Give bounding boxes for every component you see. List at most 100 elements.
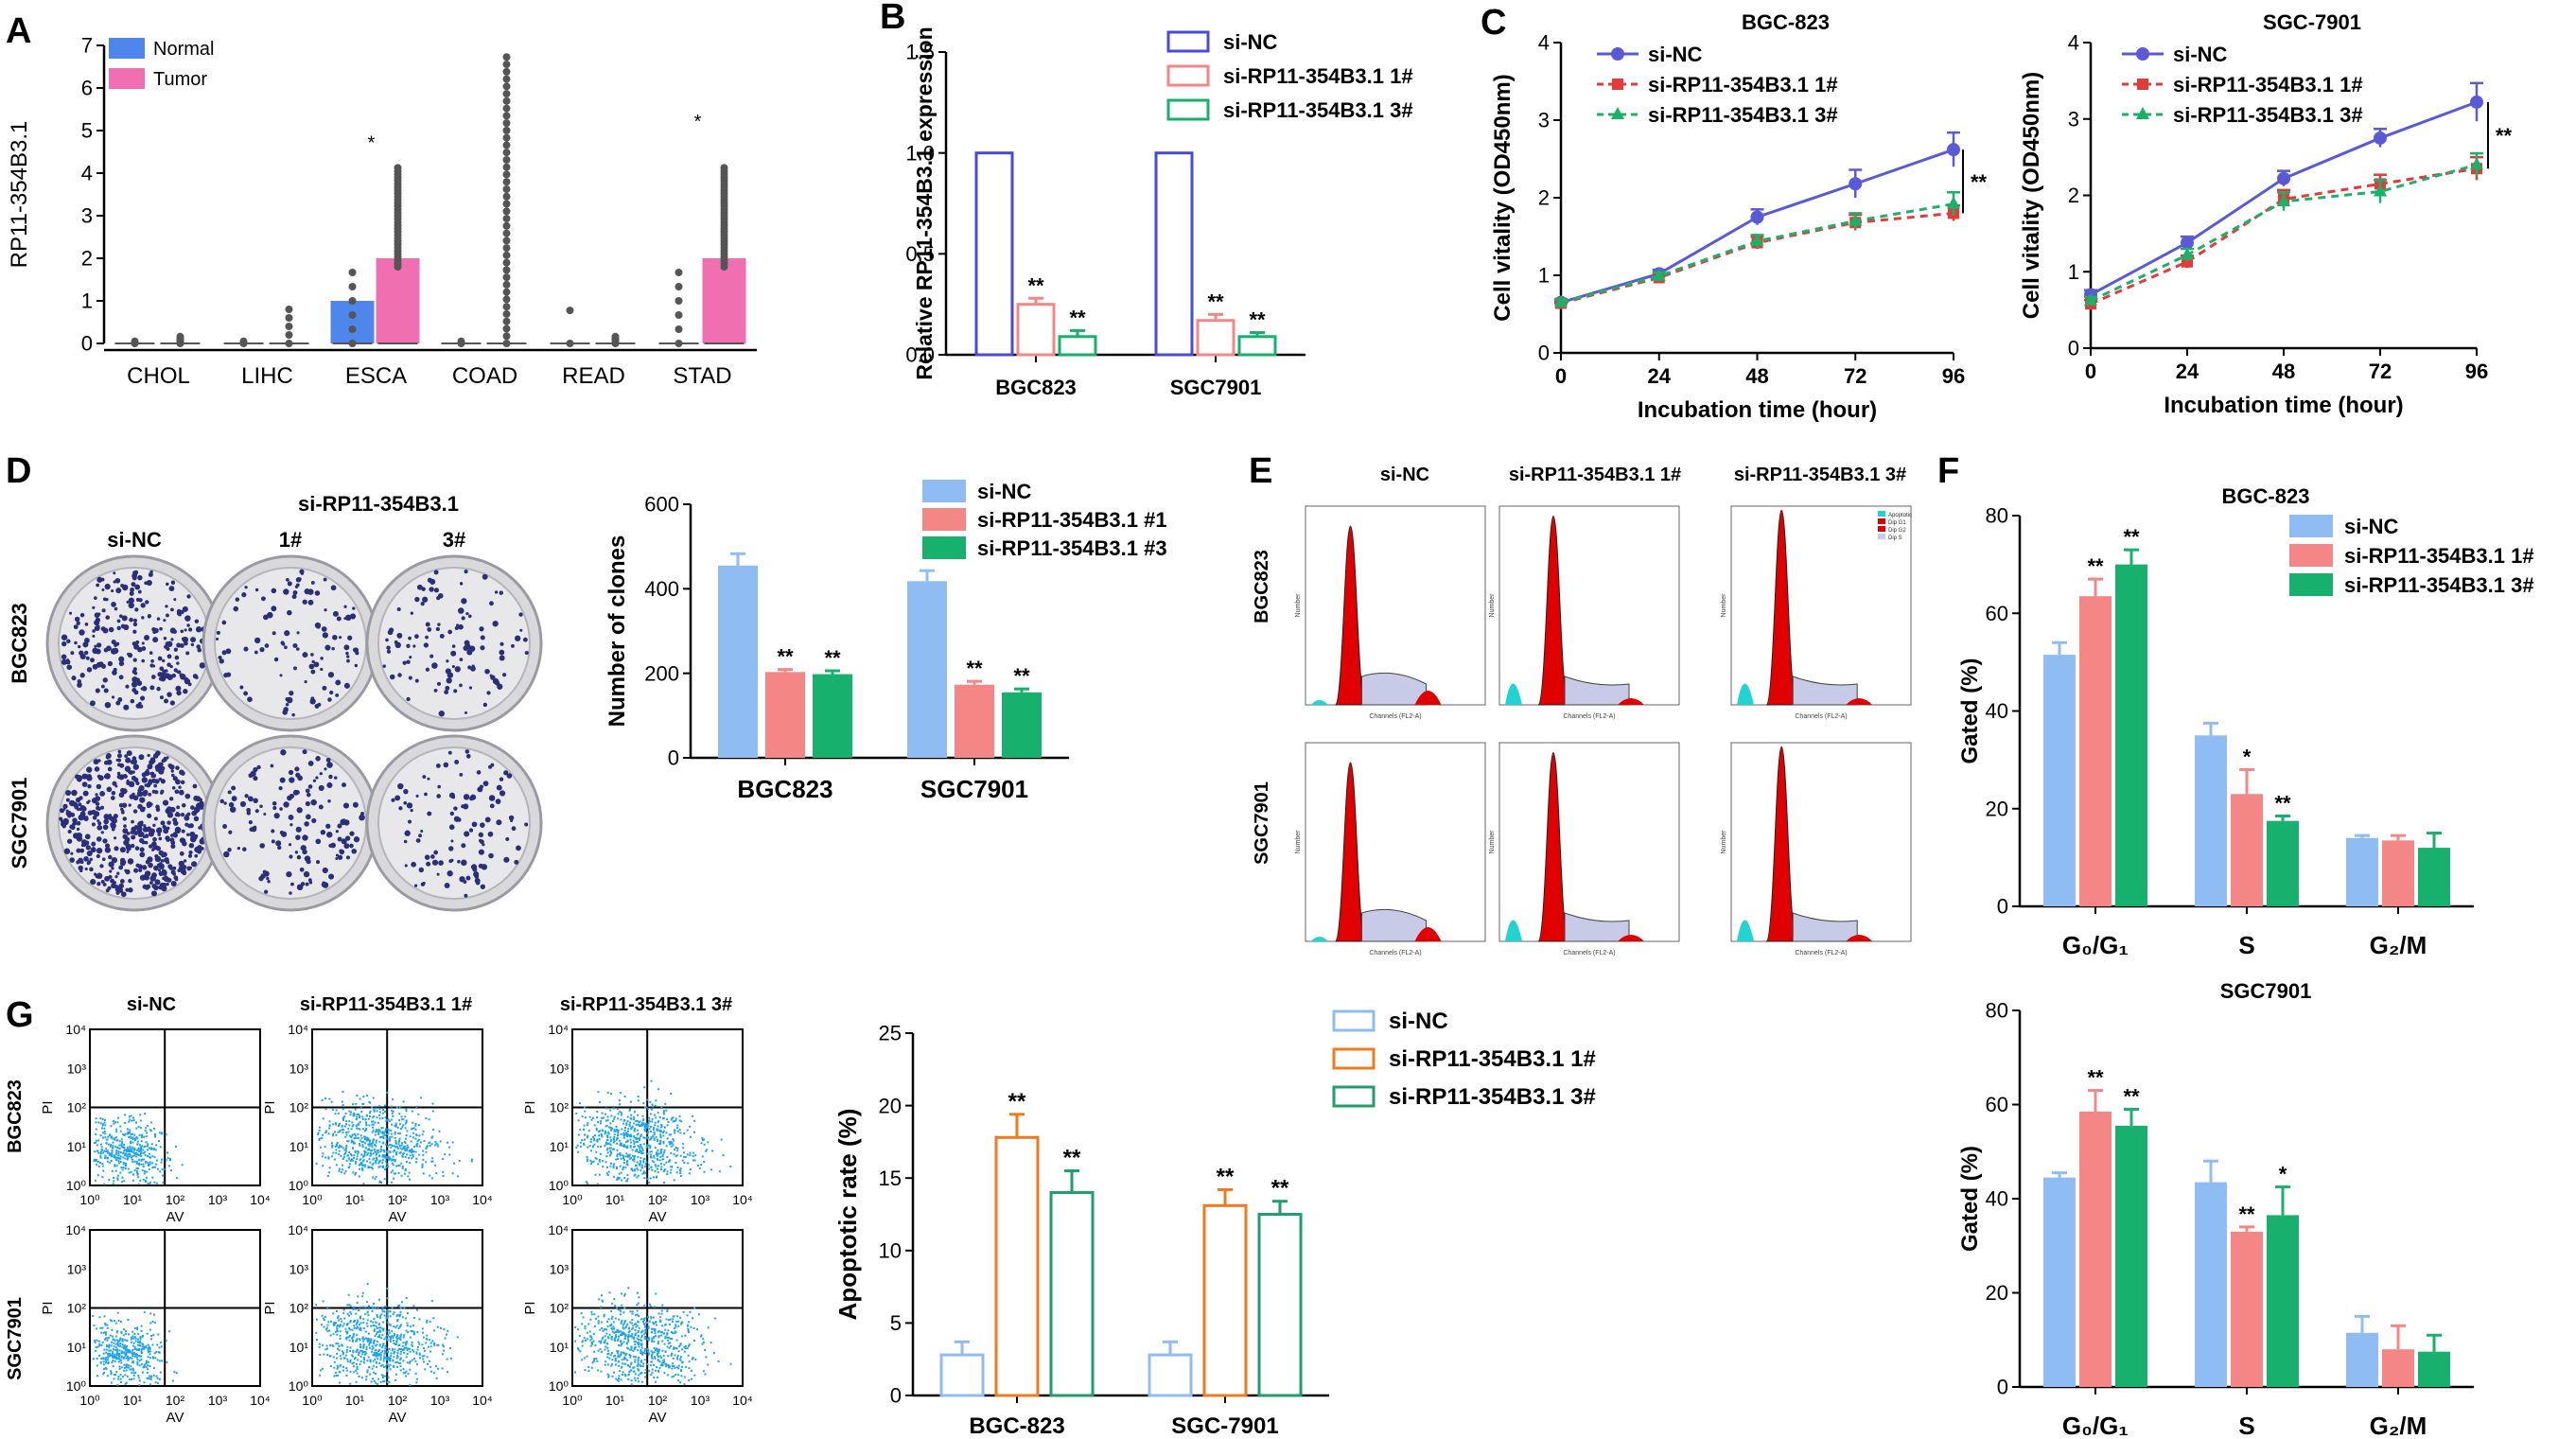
- event-dot: [671, 1353, 674, 1356]
- event-dot: [622, 1322, 625, 1325]
- colony-dot: [182, 636, 189, 643]
- colony-dot: [79, 848, 85, 853]
- colony-dot: [81, 781, 88, 787]
- event-dot: [640, 1133, 642, 1136]
- event-dot: [119, 1130, 122, 1132]
- event-dot: [107, 1361, 110, 1364]
- event-dot: [411, 1341, 413, 1343]
- event-dot: [401, 1349, 404, 1352]
- event-dot: [599, 1328, 602, 1331]
- event-dot: [413, 1145, 416, 1148]
- event-dot: [370, 1142, 373, 1145]
- event-dot: [705, 1356, 708, 1359]
- event-dot: [667, 1120, 670, 1123]
- event-dot: [175, 1177, 178, 1180]
- event-dot: [383, 1178, 386, 1181]
- event-dot: [426, 1356, 429, 1359]
- event-dot: [456, 1175, 459, 1178]
- colony-dot: [386, 645, 391, 650]
- event-dot: [363, 1353, 366, 1356]
- event-dot: [636, 1137, 639, 1140]
- event-dot: [383, 1314, 386, 1317]
- event-dot: [629, 1356, 632, 1359]
- event-dot: [322, 1117, 324, 1120]
- event-dot: [95, 1121, 97, 1124]
- event-dot: [629, 1369, 632, 1372]
- colony-dot: [123, 623, 130, 631]
- event-dot: [605, 1342, 608, 1344]
- event-dot: [581, 1323, 584, 1325]
- colony-dot: [446, 659, 449, 663]
- event-dot: [655, 1116, 657, 1119]
- colony-dot: [495, 798, 501, 805]
- event-dot: [640, 1372, 642, 1375]
- event-dot: [356, 1334, 359, 1337]
- event-dot: [124, 1132, 127, 1135]
- event-dot: [142, 1149, 145, 1151]
- event-dot: [363, 1153, 366, 1156]
- colony-dot: [480, 822, 485, 828]
- event-dot: [663, 1372, 666, 1375]
- event-dot: [339, 1334, 342, 1337]
- event-dot: [118, 1355, 121, 1358]
- event-dot: [143, 1364, 146, 1367]
- event-dot: [408, 1178, 411, 1181]
- event-dot: [137, 1147, 140, 1149]
- colony-dot: [86, 850, 93, 857]
- event-dot: [376, 1157, 378, 1160]
- event-dot: [98, 1354, 101, 1357]
- event-dot: [345, 1330, 348, 1333]
- event-dot: [406, 1153, 409, 1156]
- event-dot: [104, 1331, 107, 1334]
- event-dot: [587, 1323, 590, 1325]
- event-dot: [600, 1306, 603, 1308]
- colony-dot: [510, 819, 514, 823]
- colony-dot: [120, 810, 125, 815]
- event-dot: [93, 1324, 96, 1326]
- event-dot: [349, 1321, 352, 1324]
- event-dot: [670, 1168, 673, 1171]
- event-dot: [129, 1154, 131, 1157]
- histogram-x-label: Channels (FL2-A): [1563, 950, 1615, 956]
- event-dot: [359, 1329, 362, 1332]
- event-dot: [366, 1282, 369, 1285]
- event-dot: [394, 1139, 397, 1142]
- event-dot: [606, 1373, 609, 1376]
- event-dot: [583, 1337, 586, 1340]
- event-dot: [598, 1138, 601, 1141]
- event-dot: [613, 1331, 616, 1334]
- event-dot: [378, 1130, 381, 1132]
- event-dot: [334, 1113, 337, 1115]
- colony-dot: [459, 658, 464, 662]
- event-dot: [386, 1381, 389, 1384]
- event-dot: [130, 1132, 132, 1135]
- scatter-y-tick: 10⁰: [289, 1378, 309, 1394]
- event-dot: [361, 1306, 364, 1308]
- scatter-y-label: PI: [40, 1301, 56, 1314]
- event-dot: [353, 1371, 356, 1374]
- event-dot: [103, 1368, 106, 1371]
- event-dot: [361, 1103, 364, 1106]
- event-dot: [447, 1371, 449, 1374]
- event-dot: [620, 1118, 622, 1121]
- event-dot: [601, 1112, 604, 1114]
- event-dot: [399, 1353, 402, 1356]
- event-dot: [394, 1131, 396, 1133]
- event-dot: [624, 1326, 627, 1329]
- event-dot: [324, 1097, 327, 1099]
- event-dot: [140, 1355, 143, 1358]
- event-dot: [580, 1312, 583, 1315]
- colony-dot: [331, 646, 335, 651]
- event-dot: [351, 1133, 354, 1136]
- event-dot: [157, 1140, 160, 1143]
- colony-dot: [289, 823, 293, 827]
- event-dot: [380, 1374, 383, 1377]
- event-dot: [377, 1330, 380, 1333]
- event-dot: [360, 1153, 363, 1156]
- event-dot: [638, 1296, 640, 1299]
- colony-dot: [132, 809, 138, 814]
- event-dot: [340, 1318, 342, 1321]
- colony-dot: [415, 794, 419, 798]
- colony-dot: [70, 858, 75, 863]
- colony-dot: [154, 879, 161, 886]
